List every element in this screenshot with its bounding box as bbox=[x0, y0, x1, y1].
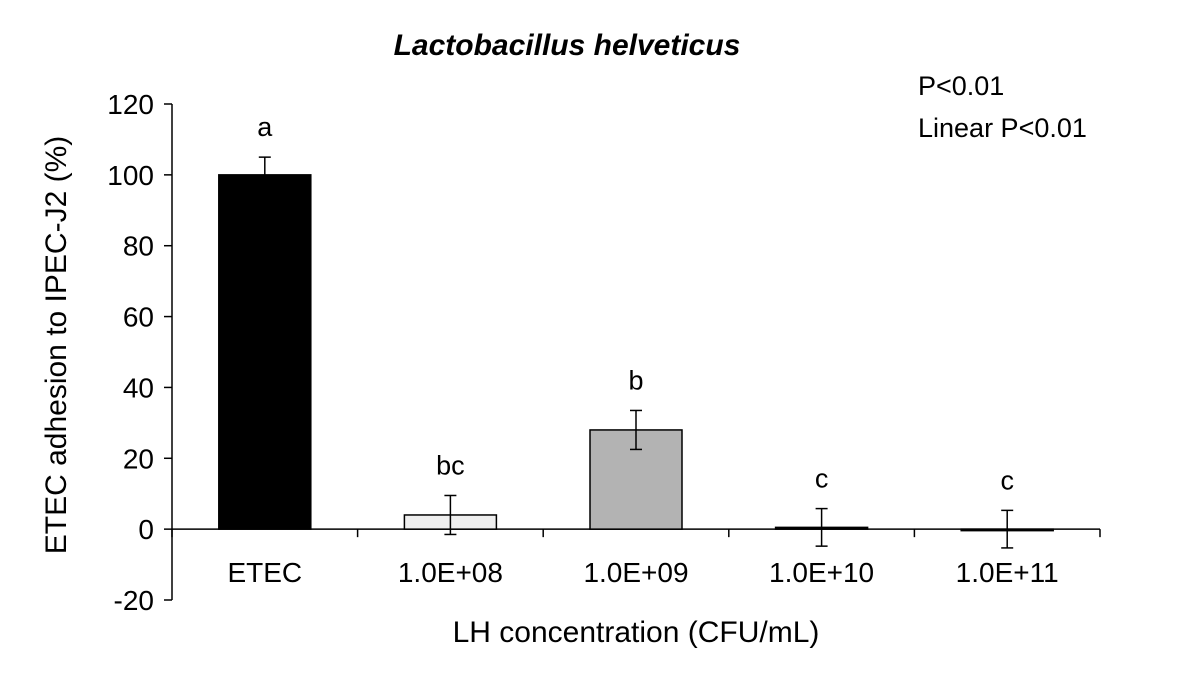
annotation-linear-p-value: Linear P<0.01 bbox=[918, 113, 1087, 143]
y-tick-label: 0 bbox=[138, 514, 154, 545]
chart-title: Lactobacillus helveticus bbox=[394, 29, 741, 62]
significance-letter: a bbox=[257, 112, 273, 142]
x-tick-label: ETEC bbox=[227, 557, 302, 588]
x-tick-label: 1.0E+10 bbox=[769, 557, 874, 588]
y-axis-label: ETEC adhesion to IPEC-J2 (%) bbox=[40, 136, 73, 555]
y-tick-label: 20 bbox=[123, 443, 154, 474]
y-tick-label: 120 bbox=[107, 89, 154, 120]
x-axis-label: LH concentration (CFU/mL) bbox=[453, 616, 820, 649]
annotation-p-value: P<0.01 bbox=[918, 71, 1004, 101]
bar bbox=[218, 174, 312, 530]
y-tick-label: 80 bbox=[123, 231, 154, 262]
significance-letter: c bbox=[1000, 465, 1014, 495]
significance-letter: bc bbox=[436, 450, 465, 480]
y-tick-label: -20 bbox=[114, 585, 154, 616]
x-tick-label: 1.0E+11 bbox=[956, 557, 1059, 588]
plot-area: -20 0 20 40 60 80 100 120 a ETEC bc 1.0E+08 b 1.0E+09… bbox=[107, 89, 1101, 616]
y-tick-label: 60 bbox=[123, 302, 154, 333]
significance-letter: b bbox=[628, 365, 643, 395]
significance-letter: c bbox=[815, 464, 829, 494]
y-tick-label: 100 bbox=[107, 160, 154, 191]
x-tick-label: 1.0E+09 bbox=[583, 557, 688, 588]
y-tick-label: 40 bbox=[123, 372, 154, 403]
x-tick-label: 1.0E+08 bbox=[398, 557, 503, 588]
